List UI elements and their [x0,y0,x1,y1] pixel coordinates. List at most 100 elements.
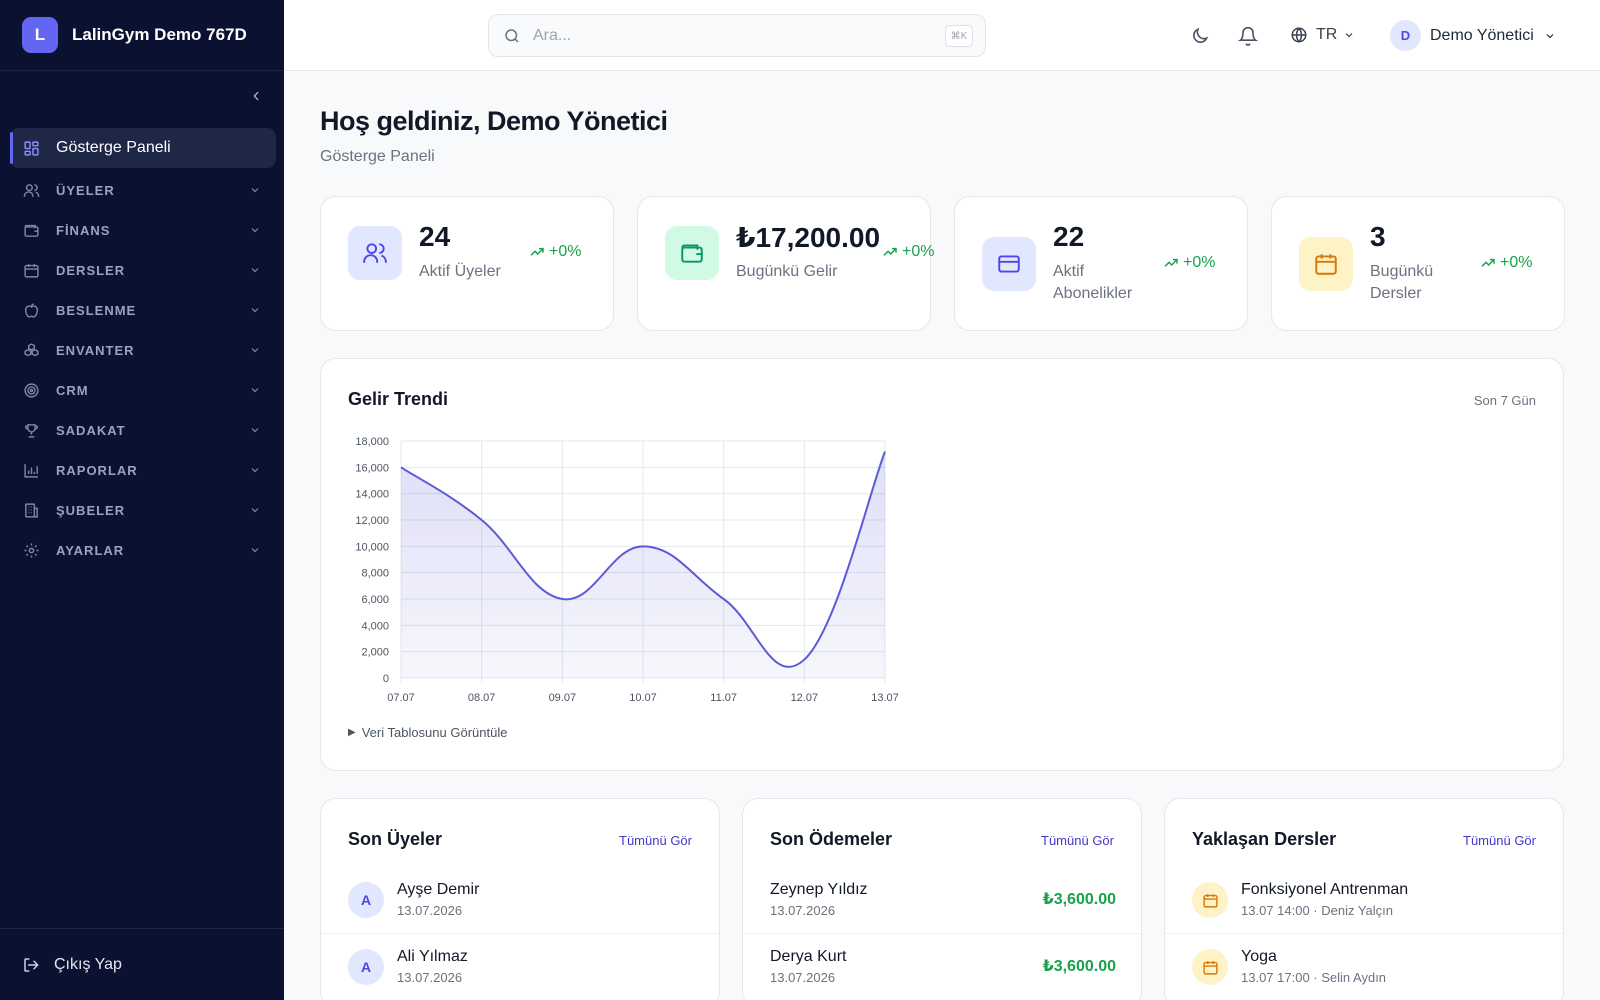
sidebar: L LalinGym Demo 767D Gösterge Paneli ÜYE… [0,0,284,1000]
sidebar-item-settings[interactable]: AYARLAR [10,530,276,570]
stat-label: Bugünkü Gelir [736,263,838,280]
list-item[interactable]: Yoga 13.07 17:00 · Selin Aydın [1165,934,1563,1000]
x-tick-label: 08.07 [468,692,496,704]
language-label: TR [1316,26,1338,43]
sidebar-item-label: ENVANTER [56,342,135,358]
sidebar-nav: Gösterge Paneli ÜYELER FİNANS DERSLER BE… [10,128,276,570]
avatar: D [1390,20,1421,51]
view-data-table-toggle[interactable]: ▶ Veri Tablosunu Görüntüle [348,725,507,740]
search-input[interactable] [533,26,913,45]
wallet-icon [22,221,40,239]
sidebar-item-inventory[interactable]: ENVANTER [10,330,276,370]
target-icon [22,381,40,399]
revenue-line [400,451,886,668]
trending-up-icon [1164,258,1178,267]
search-box[interactable]: ⌘K [488,14,986,57]
y-tick-label: 2,000 [361,647,389,659]
payer-name: Derya Kurt [770,948,847,965]
logout-button[interactable]: Çıkış Yap [0,928,284,1000]
x-tick-label: 07.07 [387,692,415,704]
sidebar-item-label: ÜYELER [56,182,115,198]
chevron-down-icon [248,183,262,197]
theme-toggle-button[interactable] [1188,24,1212,48]
stat-trend: +0% [529,243,581,261]
brand[interactable]: L LalinGym Demo 767D [0,0,284,71]
upcoming-classes-card: Yaklaşan Dersler Tümünü Gör Fonksiyonel … [1164,798,1564,1000]
stat-trend-value: +0% [1500,254,1533,271]
member-date: 13.07.2026 [397,970,463,985]
bell-icon [1238,26,1258,46]
x-tick-label: 12.07 [791,692,819,704]
sidebar-item-classes[interactable]: DERSLER [10,250,276,290]
apple-icon [22,301,40,319]
revenue-area [401,451,885,678]
brand-name: LalinGym Demo 767D [72,25,247,44]
card-title: Yaklaşan Dersler [1192,829,1337,849]
sidebar-item-reports[interactable]: RAPORLAR [10,450,276,490]
sidebar-item-dashboard[interactable]: Gösterge Paneli [10,128,276,168]
sidebar-item-finance[interactable]: FİNANS [10,210,276,250]
brand-logo: L [22,17,58,53]
y-tick-label: 0 [383,673,389,685]
calendar-icon [1192,949,1228,985]
list-item[interactable]: Derya Kurt 13.07.2026 ₺3,600.00 [743,934,1141,1000]
credit-card-icon [982,237,1036,291]
sidebar-item-members[interactable]: ÜYELER [10,170,276,210]
notifications-button[interactable] [1236,24,1260,48]
class-name: Yoga [1241,948,1277,965]
x-tick-label: 09.07 [549,692,577,704]
y-tick-label: 12,000 [355,515,389,527]
view-all-link[interactable]: Tümünü Gör [1041,833,1114,848]
class-detail: 13.07 14:00 · Deniz Yalçın [1241,903,1394,918]
user-menu[interactable]: D Demo Yönetici [1390,19,1556,52]
caret-right-icon: ▶ [348,727,356,738]
chart-range-label: Son 7 Gün [1473,393,1536,408]
stat-value: ₺17,200.00 [736,222,881,253]
sidebar-item-nutrition[interactable]: BESLENME [10,290,276,330]
sidebar-item-label: FİNANS [56,222,111,238]
recent-payments-card: Son Ödemeler Tümünü Gör Zeynep Yıldız 13… [742,798,1142,1000]
card-title: Son Üyeler [348,829,443,849]
bar-chart-icon [22,461,40,479]
topbar: ⌘K TR D Demo Yönetici [284,0,1600,71]
calendar-icon [22,261,40,279]
sidebar-item-label: ŞUBELER [56,502,126,518]
trending-up-icon [883,247,897,256]
class-name: Fonksiyonel Antrenman [1241,881,1409,898]
chevron-down-icon [248,463,262,477]
list-item[interactable]: Fonksiyonel Antrenman 13.07 14:00 · Deni… [1165,867,1563,934]
y-tick-label: 16,000 [355,462,389,474]
x-tick-label: 10.07 [629,692,657,704]
revenue-chart: 0 2,000 4,000 6,000 8,000 10,000 12,000 14,000 1… [355,436,898,704]
logout-label: Çıkış Yap [54,955,122,973]
sidebar-item-loyalty[interactable]: SADAKAT [10,410,276,450]
view-all-link[interactable]: Tümünü Gör [619,833,692,848]
sidebar-item-label: BESLENME [56,302,137,318]
view-all-link[interactable]: Tümünü Gör [1463,833,1536,848]
y-tick-label: 14,000 [355,489,389,501]
wallet-icon [665,226,719,280]
users-icon [348,226,402,280]
language-selector[interactable]: TR [1290,20,1355,50]
list-item[interactable]: A Ali Yılmaz 13.07.2026 [321,934,719,1000]
globe-icon [1291,27,1307,43]
avatar: A [348,949,384,985]
recent-members-card: Son Üyeler Tümünü Gör A Ayşe Demir 13.07… [320,798,720,1000]
stat-value: 3 [1370,221,1386,252]
stat-trend: +0% [1480,254,1532,272]
sidebar-item-crm[interactable]: CRM [10,370,276,410]
list-item[interactable]: Zeynep Yıldız 13.07.2026 ₺3,600.00 [743,867,1141,934]
chevron-down-icon [248,263,262,277]
list-item[interactable]: A Ayşe Demir 13.07.2026 [321,867,719,934]
chevron-down-icon [248,503,262,517]
sidebar-item-label: SADAKAT [56,422,126,438]
stat-card-active-subscriptions: 22 Aktif Abonelikler +0% [954,196,1248,331]
y-tick-label: 18,000 [355,436,389,448]
boxes-icon [22,341,40,359]
stat-trend: +0% [1163,254,1215,272]
gear-icon [22,541,40,559]
collapse-sidebar-button[interactable] [244,84,268,108]
sidebar-item-branches[interactable]: ŞUBELER [10,490,276,530]
page-subtitle: Gösterge Paneli [320,148,435,165]
stat-trend: +0% [882,243,934,261]
